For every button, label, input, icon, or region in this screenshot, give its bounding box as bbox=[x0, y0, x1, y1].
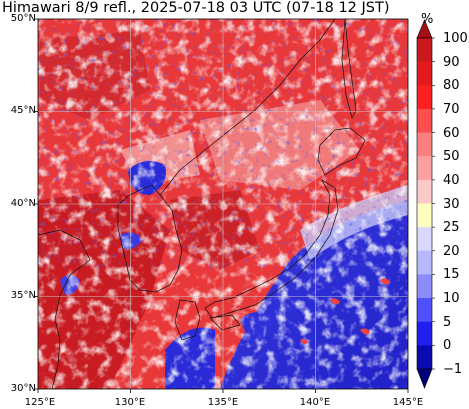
lon-label-145: 145°E bbox=[392, 397, 424, 408]
colorbar-segment bbox=[417, 227, 432, 252]
gridlines bbox=[38, 19, 408, 389]
lon-label-125: 125°E bbox=[24, 397, 56, 408]
colorbar-segment bbox=[417, 85, 432, 110]
lat-label-40: 40°N bbox=[10, 198, 36, 209]
colorbar-segment bbox=[417, 179, 432, 204]
colorbar-min-extend bbox=[416, 368, 433, 389]
colorbar-segment bbox=[417, 250, 432, 275]
map-title: Himawari 8/9 refl., 2025-07-18 03 UTC (0… bbox=[2, 0, 390, 16]
colorbar-tick-label: 70 bbox=[443, 101, 460, 117]
lon-label-140: 140°E bbox=[299, 397, 331, 408]
colorbar-segment bbox=[417, 321, 432, 346]
colorbar-segment bbox=[417, 274, 432, 299]
lon-label-135: 135°E bbox=[207, 397, 239, 408]
colorbar-tick-label: −1 bbox=[443, 362, 463, 377]
colorbar-segment bbox=[417, 38, 432, 62]
colorbar-tick-label: 90 bbox=[443, 54, 460, 70]
colorbar-tick-label: 0 bbox=[443, 338, 452, 354]
colorbar-tick-label: 100 bbox=[443, 31, 468, 46]
colorbar-tick-label: 5 bbox=[443, 314, 452, 330]
colorbar-segment bbox=[417, 203, 432, 228]
colorbar-segment bbox=[417, 108, 432, 133]
lat-label-45: 45°N bbox=[10, 105, 36, 116]
coastlines bbox=[38, 19, 366, 389]
colorbar-segment bbox=[417, 345, 432, 370]
lat-label-30: 30°N bbox=[10, 383, 36, 394]
lat-label-50: 50°N bbox=[10, 13, 36, 24]
colorbar-tick-label: 10 bbox=[443, 291, 460, 307]
colorbar-tick-label: 40 bbox=[443, 172, 460, 188]
lat-label-35: 35°N bbox=[10, 290, 36, 301]
colorbar-tick-label: 20 bbox=[443, 243, 460, 259]
colorbar-segment bbox=[417, 61, 432, 86]
colorbar-tick-label: 50 bbox=[443, 149, 460, 165]
colorbar bbox=[416, 19, 435, 389]
colorbar-segment bbox=[417, 298, 432, 323]
colorbar-tick-label: 30 bbox=[443, 196, 460, 212]
lon-label-130: 130°E bbox=[114, 397, 146, 408]
colorbar-tick-label: 60 bbox=[443, 125, 460, 141]
colorbar-tick-label: 80 bbox=[443, 78, 460, 94]
colorbar-tick-label: 25 bbox=[443, 220, 460, 236]
colorbar-segment bbox=[417, 132, 432, 157]
colorbar-segment bbox=[417, 156, 432, 181]
colorbar-unit: % bbox=[421, 12, 434, 27]
colorbar-tick-label: 15 bbox=[443, 267, 460, 283]
